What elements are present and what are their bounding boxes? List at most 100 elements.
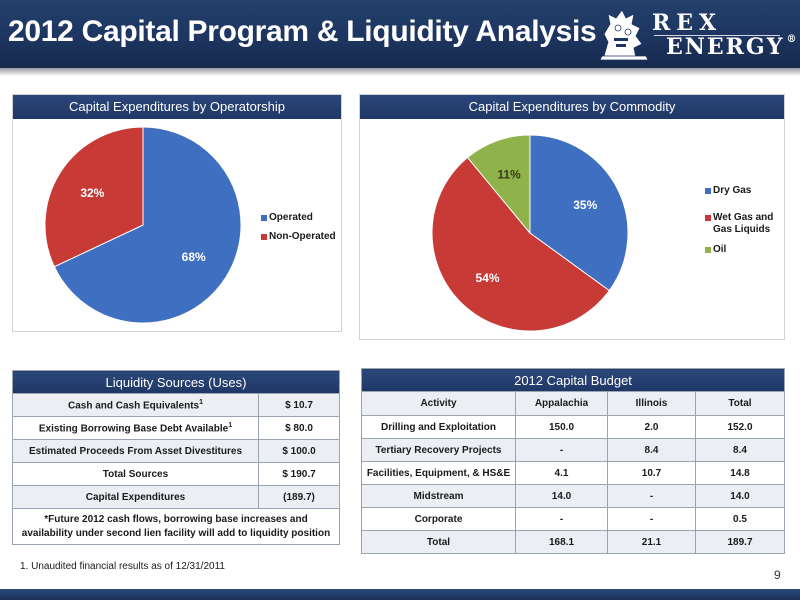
legend-swatch-non-operated	[261, 234, 267, 240]
table-cell: Corporate	[361, 507, 516, 531]
table-row: *Future 2012 cash flows, borrowing base …	[12, 508, 340, 545]
operatorship-legend: Operated Non-Operated	[261, 212, 336, 250]
legend-swatch-operated	[261, 215, 267, 221]
table-cell: 168.1	[515, 530, 608, 554]
liquidity-label: Existing Borrowing Base Debt Available1	[12, 416, 259, 440]
liquidity-table-title: Liquidity Sources (Uses)	[12, 370, 340, 394]
liquidity-label-text: Cash and Cash Equivalents	[67, 400, 200, 412]
liquidity-value: $ 190.7	[258, 462, 340, 486]
commodity-chart-panel: Capital Expenditures by Commodity 35% 54%…	[359, 94, 785, 340]
table-cell: 150.0	[515, 415, 608, 439]
liquidity-label: Cash and Cash Equivalents1	[12, 393, 259, 417]
footer-band	[0, 589, 800, 600]
commodity-slice-oil	[466, 134, 531, 235]
legend-label-wet-gas: Wet Gas and Gas Liquids	[713, 212, 774, 235]
operatorship-slice-non-operated	[44, 126, 144, 268]
table-cell: -	[515, 507, 608, 531]
table-cell: 0.5	[695, 507, 785, 531]
legend-item-non-operated: Non-Operated	[261, 231, 336, 243]
column-header: Activity	[361, 391, 516, 416]
commodity-slice-dry-gas	[529, 134, 629, 292]
liquidity-value: $ 80.0	[258, 416, 340, 440]
table-row: Drilling and Exploitation 150.0 2.0 152.…	[361, 415, 785, 439]
legend-label-dry-gas: Dry Gas	[713, 185, 752, 196]
table-row: Existing Borrowing Base Debt Available1 …	[12, 416, 340, 440]
header-band	[0, 0, 800, 68]
liquidity-note-line-1: *Future 2012 cash flows, borrowing base …	[44, 513, 308, 525]
table-cell: 21.1	[607, 530, 696, 554]
liquidity-value: $ 100.0	[258, 439, 340, 463]
liquidity-value: (189.7)	[258, 485, 340, 509]
table-header-row: Activity Appalachia Illinois Total	[361, 391, 785, 416]
footnote-marker: 1	[228, 421, 233, 429]
table-cell: 8.4	[695, 438, 785, 462]
legend-item-operated: Operated	[261, 212, 336, 224]
page-number: 9	[774, 568, 781, 582]
table-row: Capital Expenditures (189.7)	[12, 485, 340, 509]
capital-budget-table: 2012 Capital Budget Activity Appalachia …	[361, 368, 785, 554]
table-cell: 152.0	[695, 415, 785, 439]
table-cell: -	[607, 484, 696, 508]
commodity-data-label: 54%	[476, 271, 500, 285]
table-cell: Tertiary Recovery Projects	[361, 438, 516, 462]
table-row: Tertiary Recovery Projects - 8.4 8.4	[361, 438, 785, 462]
legend-swatch-oil	[705, 247, 711, 253]
liquidity-value: $ 10.7	[258, 393, 340, 417]
table-cell: 2.0	[607, 415, 696, 439]
logo-text-energy: ENERGY ®	[666, 34, 798, 60]
legend-label-oil: Oil	[713, 244, 727, 255]
legend-item-dry-gas: Dry Gas	[705, 185, 783, 197]
table-cell: -	[607, 507, 696, 531]
operatorship-data-label: 32%	[80, 186, 104, 200]
logo-energy-word: ENERGY	[666, 34, 785, 60]
table-cell: 189.7	[695, 530, 785, 554]
table-cell: -	[515, 438, 608, 462]
operatorship-chart-title: Capital Expenditures by Operatorship	[13, 95, 341, 119]
operatorship-chart-panel: Capital Expenditures by Operatorship 68%…	[12, 94, 342, 332]
table-cell: 4.1	[515, 461, 608, 485]
table-row: Total 168.1 21.1 189.7	[361, 530, 785, 554]
liquidity-note-line-2: availability under second lien facility …	[21, 527, 331, 539]
company-logo: REX ENERGY ®	[596, 4, 796, 64]
liquidity-label-text: Existing Borrowing Base Debt Available	[38, 423, 229, 435]
table-row: Facilities, Equipment, & HS&E 4.1 10.7 1…	[361, 461, 785, 485]
table-cell: Midstream	[361, 484, 516, 508]
operatorship-data-label: 68%	[182, 250, 206, 264]
table-row: Midstream 14.0 - 14.0	[361, 484, 785, 508]
legend-swatch-dry-gas	[705, 188, 711, 194]
logo-emblem-icon	[599, 9, 649, 61]
table-cell: 8.4	[607, 438, 696, 462]
legend-item-oil: Oil	[705, 244, 783, 256]
footnote: 1. Unaudited financial results as of 12/…	[20, 561, 225, 572]
liquidity-label: Total Sources	[12, 462, 259, 486]
operatorship-pie-chart: 68% 32%	[44, 126, 242, 324]
table-cell: Facilities, Equipment, & HS&E	[361, 461, 516, 485]
commodity-pie-chart: 35% 54% 11%	[431, 134, 629, 332]
column-header: Appalachia	[515, 391, 608, 416]
table-cell: Total	[361, 530, 516, 554]
legend-item-wet-gas: Wet Gas and Gas Liquids	[705, 212, 783, 236]
commodity-legend: Dry Gas Wet Gas and Gas Liquids Oil	[705, 185, 783, 263]
header-shadow	[0, 68, 800, 76]
table-cell: 14.0	[695, 484, 785, 508]
liquidity-label: Estimated Proceeds From Asset Divestitur…	[12, 439, 259, 463]
table-row: Estimated Proceeds From Asset Divestitur…	[12, 439, 340, 463]
column-header: Illinois	[607, 391, 696, 416]
table-row: Corporate - - 0.5	[361, 507, 785, 531]
table-cell: 14.0	[515, 484, 608, 508]
legend-label-non-operated: Non-Operated	[269, 231, 336, 242]
liquidity-table: Liquidity Sources (Uses) Cash and Cash E…	[12, 370, 340, 545]
table-row: Cash and Cash Equivalents1 $ 10.7	[12, 393, 340, 417]
table-cell: 14.8	[695, 461, 785, 485]
legend-swatch-wet-gas	[705, 215, 711, 221]
logo-text-rex: REX	[652, 10, 723, 36]
logo-rule	[654, 35, 780, 36]
commodity-data-label: 35%	[573, 198, 597, 212]
legend-label-operated: Operated	[269, 212, 313, 223]
footnote-marker: 1	[199, 398, 204, 406]
table-row: Total Sources $ 190.7	[12, 462, 340, 486]
commodity-data-label: 11%	[497, 168, 521, 182]
operatorship-slice-operated	[53, 126, 242, 324]
column-header: Total	[695, 391, 785, 416]
commodity-chart-title: Capital Expenditures by Commodity	[360, 95, 784, 119]
